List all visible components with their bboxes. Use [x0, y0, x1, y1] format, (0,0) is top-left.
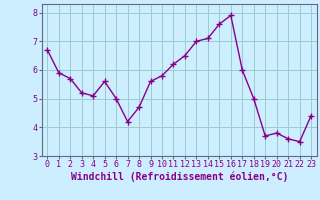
X-axis label: Windchill (Refroidissement éolien,°C): Windchill (Refroidissement éolien,°C) — [70, 172, 288, 182]
